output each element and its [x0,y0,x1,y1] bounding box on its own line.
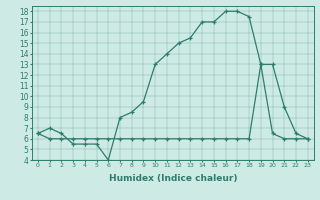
X-axis label: Humidex (Indice chaleur): Humidex (Indice chaleur) [108,174,237,183]
